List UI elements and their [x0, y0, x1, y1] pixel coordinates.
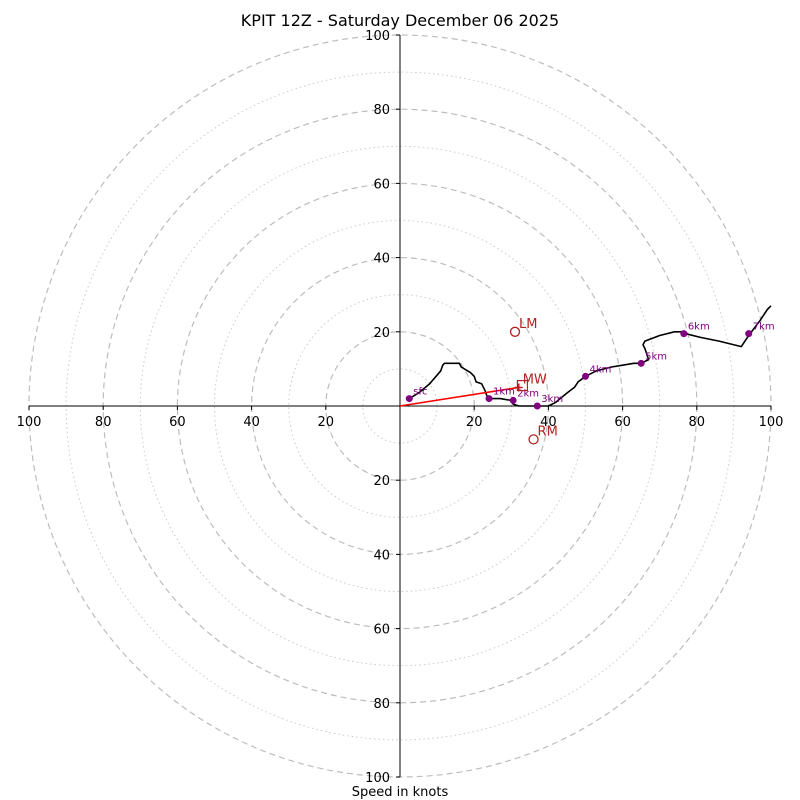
chart-title: KPIT 12Z - Saturday December 06 2025: [241, 11, 559, 30]
storm-marker-lm: [509, 326, 521, 337]
y-tick-label: 60: [373, 177, 390, 192]
height-label-5km: 5km: [645, 351, 667, 362]
height-point-1km: [485, 395, 493, 403]
y-tick-label: 100: [365, 771, 390, 786]
storm-label-lm: LM: [519, 317, 537, 332]
x-tick-label: 60: [614, 415, 631, 430]
height-point-5km: [637, 359, 645, 367]
y-tick-label: 60: [373, 623, 390, 638]
y-tick-label: 20: [373, 326, 390, 341]
height-point-7km: [745, 330, 753, 338]
height-label-2km: 2km: [517, 388, 539, 399]
x-tick-label: 20: [466, 415, 483, 430]
x-tick-label: 60: [169, 415, 186, 430]
height-label-1km: 1km: [493, 387, 515, 398]
height-label-sfc: sfc: [413, 387, 427, 398]
x-tick-label: 40: [540, 415, 557, 430]
storm-marker-square: [516, 379, 529, 392]
y-tick-label: 40: [373, 252, 390, 267]
y-tick-label: 100: [365, 29, 390, 44]
x-tick-label: 80: [95, 415, 112, 430]
height-label-7km: 7km: [753, 322, 775, 333]
y-tick-label: 80: [373, 103, 390, 118]
x-axis-label: Speed in knots: [352, 785, 449, 800]
x-tick-label: 100: [759, 415, 784, 430]
height-label-4km: 4km: [590, 364, 612, 375]
height-point-3km: [533, 402, 541, 410]
height-label-3km: 3km: [541, 394, 563, 405]
y-tick-label: 80: [373, 697, 390, 712]
height-point-6km: [680, 330, 688, 338]
x-tick-label: 80: [689, 415, 706, 430]
x-tick-label: 20: [318, 415, 335, 430]
storm-label-mw: MW: [523, 372, 547, 387]
hodograph-trace: [408, 305, 772, 407]
height-label-6km: 6km: [688, 322, 710, 333]
x-tick-label: 100: [17, 415, 42, 430]
y-tick-label: 20: [373, 474, 390, 489]
storm-label-rm: RM: [538, 424, 558, 439]
height-point-2km: [509, 396, 517, 404]
height-point-sfc: [405, 395, 413, 403]
storm-marker-rm: [528, 434, 539, 445]
shear-vector-line: [399, 386, 519, 407]
y-tick-label: 40: [373, 548, 390, 563]
height-point-4km: [582, 372, 589, 380]
x-tick-label: 40: [243, 415, 260, 430]
